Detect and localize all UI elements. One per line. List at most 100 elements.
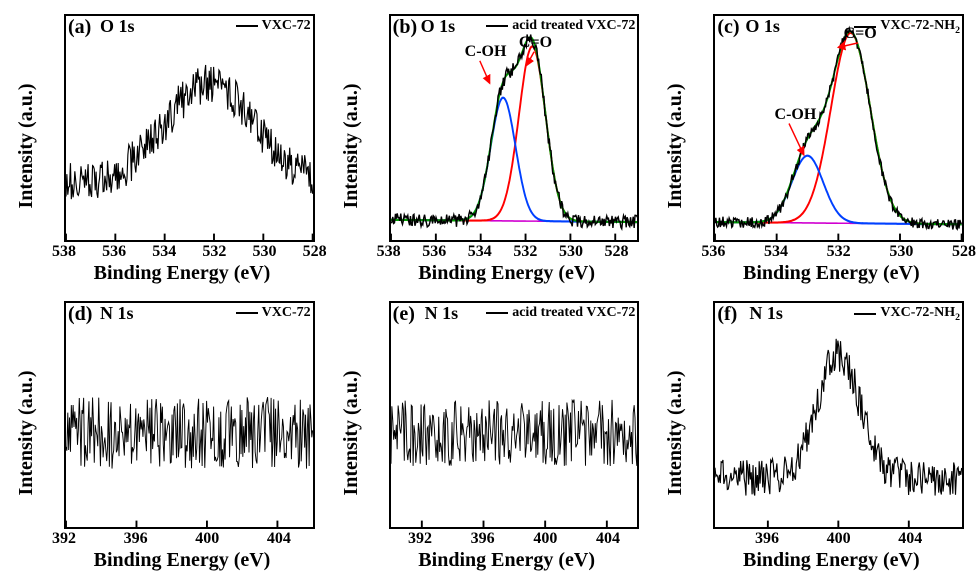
x-tick-label: 404 [596,530,620,548]
spectrum-label: O 1s [745,16,780,37]
plot-area: C-OHC=O [713,14,964,242]
x-tick-label: 528 [952,243,976,261]
x-tick-label: 538 [52,243,76,261]
raw-spectrum [391,400,638,466]
fit-envelope [391,37,638,222]
x-axis-label: Binding Energy (eV) [418,262,595,285]
panel-e: (e) N 1s acid treated VXC-72 Intensity (a.u… [329,291,650,574]
panel-d: (d) N 1s VXC-72 Intensity (a.u.) Binding Ene… [4,291,325,574]
legend: VXC-72-NH2 [854,305,960,323]
x-tick-label: 392 [408,530,432,548]
x-tick-label: 536 [422,243,446,261]
y-axis-label: Intensity (a.u.) [15,83,38,208]
x-tick-label: 532 [202,243,226,261]
x-tick-label: 536 [701,243,725,261]
y-axis-label: Intensity (a.u.) [340,370,363,495]
panel-letter: (c) [717,16,739,39]
x-tick-label: 532 [513,243,537,261]
panel-letter: (d) [68,303,92,326]
legend: VXC-72 [236,18,311,34]
x-tick-container: 392 396 400 404 [389,530,640,550]
panel-letter: (f) [717,303,737,326]
spectrum-label: N 1s [749,303,783,324]
y-axis-label: Intensity (a.u.) [15,370,38,495]
legend-line-icon [236,312,258,314]
spectrum-label: O 1s [100,16,135,37]
legend-line-icon [486,25,508,27]
legend-line-icon [854,26,876,28]
x-tick-label: 396 [124,530,148,548]
plot-area [389,301,640,529]
legend-line-icon [486,312,508,314]
panel-a: (a) O 1s VXC-72 Intensity (a.u.) Binding Ene… [4,4,325,287]
x-tick-label: 538 [377,243,401,261]
x-tick-label: 530 [559,243,583,261]
raw-spectrum [66,65,313,199]
legend-text: VXC-72 [262,305,311,321]
spectrum-label: N 1s [100,303,134,324]
spectrum-svg [66,303,313,527]
peak-C-OH [715,156,962,225]
spectrum-svg [66,16,313,240]
x-tick-label: 530 [253,243,277,261]
peak-annotation: C-OH [465,43,507,61]
x-tick-label: 396 [471,530,495,548]
legend-line-icon [854,313,876,315]
y-axis-label: Intensity (a.u.) [664,83,687,208]
legend: acid treated VXC-72 [486,18,635,34]
panel-letter: (a) [68,16,91,39]
legend-text: VXC-72-NH2 [880,18,960,36]
x-axis-label: Binding Energy (eV) [743,549,920,572]
legend: VXC-72 [236,305,311,321]
x-tick-label: 404 [267,530,291,548]
legend-text: acid treated VXC-72 [512,305,635,321]
y-axis-label: Intensity (a.u.) [340,83,363,208]
spectrum-label: N 1s [425,303,459,324]
spectrum-svg [715,16,962,240]
x-axis-label: Binding Energy (eV) [94,262,271,285]
figure-grid: (a) O 1s VXC-72 Intensity (a.u.) Binding Ene… [0,0,978,578]
x-tick-label: 400 [195,530,219,548]
x-tick-label: 404 [898,530,922,548]
x-tick-container: 536534532530528 [713,243,964,263]
x-axis-label: Binding Energy (eV) [94,549,271,572]
x-tick-container: 538536534532530528 [64,243,315,263]
x-tick-label: 400 [533,530,557,548]
peak-C-OH [391,98,638,222]
x-tick-label: 528 [605,243,629,261]
peak-C=O [715,33,962,224]
x-tick-label: 400 [827,530,851,548]
legend-text: VXC-72 [262,18,311,34]
plot-area [64,301,315,529]
x-tick-label: 528 [303,243,327,261]
panel-letter: (b) [393,16,417,39]
x-tick-label: 534 [152,243,176,261]
spectrum-label: O 1s [421,16,456,37]
legend: acid treated VXC-72 [486,305,635,321]
x-tick-label: 534 [468,243,492,261]
x-tick-label: 392 [52,530,76,548]
raw-spectrum [715,339,962,496]
plot-area [64,14,315,242]
legend: VXC-72-NH2 [854,18,960,36]
plot-area [713,301,964,529]
legend-text: VXC-72-NH2 [880,305,960,323]
x-tick-container: 396 400 404 [713,530,964,550]
spectrum-svg [391,303,638,527]
x-tick-label: 534 [764,243,788,261]
legend-text: acid treated VXC-72 [512,18,635,34]
x-tick-container: 392396400404 [64,530,315,550]
panel-f: (f)N 1sVXC-72-NH2Intensity (a.u.)Binding… [653,291,974,574]
fit-envelope [715,31,962,224]
x-tick-label: 530 [889,243,913,261]
spectrum-svg [391,16,638,240]
x-tick-label: 532 [827,243,851,261]
x-tick-label: 536 [102,243,126,261]
spectrum-svg [715,303,962,527]
raw-spectrum [391,34,638,228]
legend-line-icon [236,25,258,27]
x-tick-label: 396 [755,530,779,548]
panel-b: C-OHC=O(b)O 1sacid treated VXC-72Intensi… [329,4,650,287]
panel-letter: (e) [393,303,415,326]
x-axis-label: Binding Energy (eV) [418,549,595,572]
